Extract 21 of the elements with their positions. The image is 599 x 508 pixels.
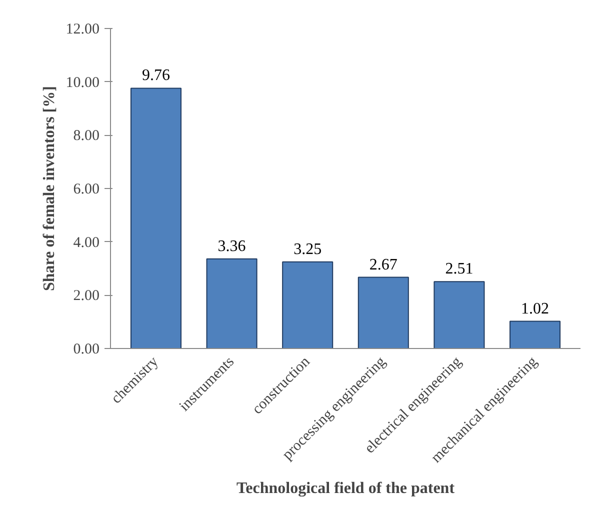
- data-label: 3.36: [218, 238, 246, 255]
- y-axis-title: Share of female inventors [%]: [40, 86, 58, 291]
- data-label: 2.51: [445, 260, 474, 278]
- y-tick-label: 2.00: [73, 288, 100, 304]
- x-axis-title: Technological field of the patent: [236, 480, 456, 497]
- data-label: 9.76: [142, 67, 170, 84]
- y-tick-label: 4.00: [73, 234, 100, 251]
- bar: [510, 320, 561, 348]
- bar: [130, 88, 182, 348]
- y-tick-label: 8.00: [73, 128, 100, 144]
- data-label: 3.25: [294, 240, 322, 258]
- bar: [358, 276, 409, 348]
- y-tick-label: 12.00: [66, 22, 100, 38]
- y-tick-label: 6.00: [73, 182, 100, 198]
- bar: [206, 258, 258, 348]
- bar: [282, 261, 334, 348]
- data-label: 2.67: [369, 256, 398, 274]
- data-label: 1.02: [521, 300, 550, 318]
- y-tick-label: 0.00: [73, 342, 100, 358]
- bar: [434, 281, 485, 348]
- y-tick-label: 10.00: [66, 74, 100, 91]
